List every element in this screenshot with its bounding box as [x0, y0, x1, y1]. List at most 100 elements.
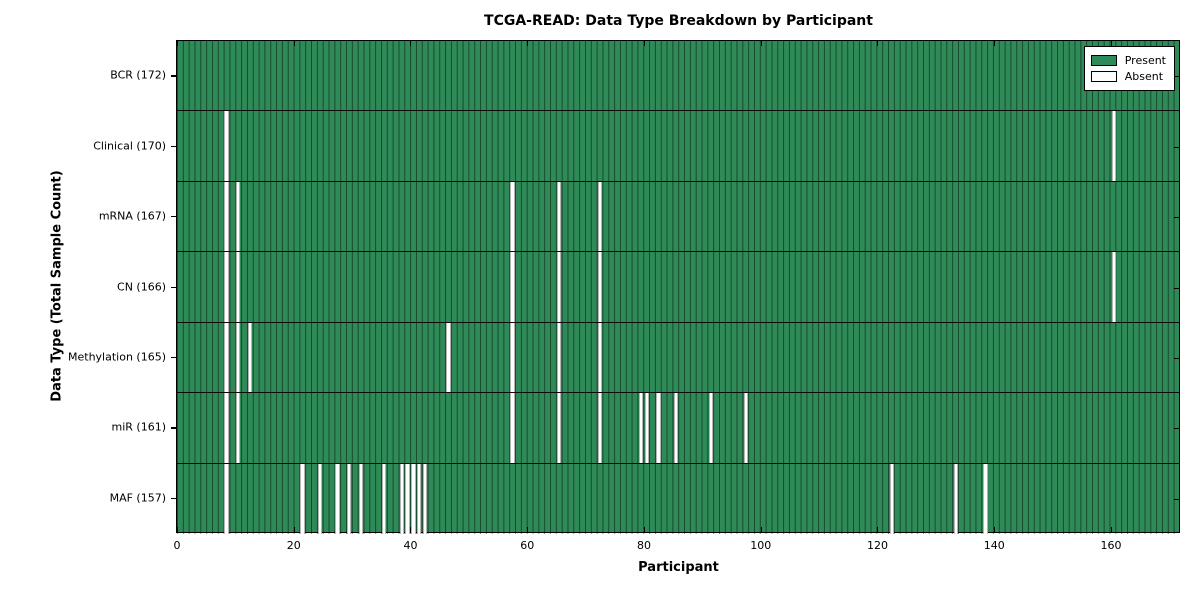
- absent-bar: [510, 393, 515, 463]
- absent-bar: [557, 322, 562, 393]
- y-tick-mark: [171, 356, 176, 359]
- absent-bar: [598, 181, 603, 252]
- absent-bar: [557, 181, 562, 252]
- y-tick-mark: [1174, 357, 1179, 359]
- x-tick-label: 120: [866, 539, 888, 552]
- y-tick-label: Methylation (165): [68, 350, 166, 364]
- absent-bar: [411, 463, 416, 534]
- absent-bar: [422, 463, 428, 534]
- absent-bar: [224, 463, 229, 534]
- y-tick-label: Clinical (170): [93, 139, 166, 153]
- absent-bar: [708, 393, 714, 463]
- x-tick-mark: [177, 41, 178, 46]
- absent-bar: [236, 252, 241, 322]
- cell-edge-stripes: [177, 463, 1179, 534]
- absent-bar: [510, 181, 515, 252]
- x-tick-label: 100: [750, 539, 772, 552]
- y-tick-mark: [1174, 498, 1179, 500]
- absent-bar: [638, 393, 644, 463]
- heatmap-row-mir: [177, 393, 1179, 464]
- absent-bar: [382, 463, 387, 534]
- y-tick-label: CN (166): [117, 280, 166, 293]
- heatmap-row-maf: [177, 463, 1179, 534]
- x-tick-label: 160: [1100, 539, 1122, 552]
- y-tick-mark: [1174, 217, 1179, 219]
- absent-bar: [557, 393, 562, 463]
- absent-bar: [236, 322, 241, 393]
- absent-bar: [743, 393, 749, 463]
- heatmap-row-bcr: [177, 41, 1179, 112]
- plot-area: Present Absent: [176, 40, 1180, 534]
- heatmap-row-clinical: [177, 111, 1179, 182]
- absent-bar: [954, 463, 959, 534]
- legend-label: Absent: [1124, 70, 1164, 83]
- absent-bar: [644, 393, 650, 463]
- x-tick-mark: [877, 527, 879, 532]
- absent-bar: [347, 463, 352, 534]
- x-tick-mark: [293, 41, 295, 46]
- absent-bar: [358, 463, 364, 534]
- x-tick-mark: [410, 527, 412, 532]
- x-tick-mark: [293, 527, 295, 532]
- x-tick-mark: [877, 41, 879, 46]
- absent-bar: [656, 393, 661, 463]
- legend-label: Present: [1124, 54, 1166, 67]
- legend-item: Present: [1090, 54, 1166, 67]
- y-tick-mark: [171, 216, 176, 218]
- x-tick-mark: [1110, 41, 1112, 46]
- y-tick-label: BCR (172): [110, 68, 166, 82]
- heatmap-row-cn: [177, 252, 1179, 323]
- cell-edge-stripes: [177, 322, 1179, 393]
- absent-bar: [224, 322, 229, 393]
- y-tick-label: miR (161): [111, 420, 167, 434]
- absent-bar: [236, 181, 241, 252]
- absent-bar: [224, 252, 229, 322]
- absent-bar: [399, 463, 404, 534]
- cell-edge-stripes: [177, 41, 1179, 111]
- x-tick-mark: [527, 527, 529, 532]
- chart-title: TCGA-READ: Data Type Breakdown by Partic…: [484, 13, 873, 29]
- absent-bar: [236, 393, 241, 463]
- cell-edge-stripes: [177, 111, 1179, 181]
- y-tick-mark: [171, 145, 176, 148]
- x-tick-mark: [177, 527, 178, 532]
- absent-bar: [598, 322, 603, 393]
- x-tick-label: 0: [173, 539, 181, 552]
- x-tick-label: 80: [636, 539, 651, 552]
- heatmap-row-methylation: [177, 322, 1179, 394]
- cell-edge-stripes: [177, 181, 1179, 252]
- x-tick-mark: [994, 527, 996, 532]
- legend-swatch-present-icon: [1090, 55, 1117, 66]
- heatmap-row-mrna: [177, 181, 1179, 253]
- absent-bar: [1111, 252, 1117, 322]
- y-tick-mark: [171, 75, 176, 77]
- absent-bar: [598, 252, 603, 322]
- y-tick-label: MAF (157): [109, 491, 166, 505]
- legend-item: Absent: [1090, 70, 1166, 83]
- absent-bar: [335, 463, 340, 534]
- y-tick-label: mRNA (167): [98, 209, 166, 223]
- y-tick-mark: [1174, 146, 1179, 148]
- absent-bar: [598, 393, 603, 463]
- legend: Present Absent: [1083, 46, 1175, 91]
- y-tick-mark: [1174, 287, 1179, 289]
- absent-bar: [224, 111, 229, 181]
- absent-bar: [983, 463, 988, 534]
- absent-bar: [673, 393, 679, 463]
- absent-bar: [417, 463, 422, 534]
- absent-bar: [317, 463, 323, 534]
- absent-bar: [510, 322, 515, 393]
- x-tick-mark: [760, 527, 762, 532]
- absent-bar: [405, 463, 410, 534]
- x-axis-label: Participant: [638, 560, 719, 575]
- x-tick-label: 40: [403, 539, 418, 552]
- y-tick-mark: [1174, 76, 1179, 78]
- x-tick-label: 20: [286, 539, 301, 552]
- absent-bar: [224, 393, 229, 463]
- absent-bar: [557, 252, 562, 322]
- absent-bar: [300, 463, 305, 534]
- absent-bar: [1111, 111, 1117, 181]
- y-tick-mark: [171, 497, 176, 500]
- x-tick-label: 140: [983, 539, 1005, 552]
